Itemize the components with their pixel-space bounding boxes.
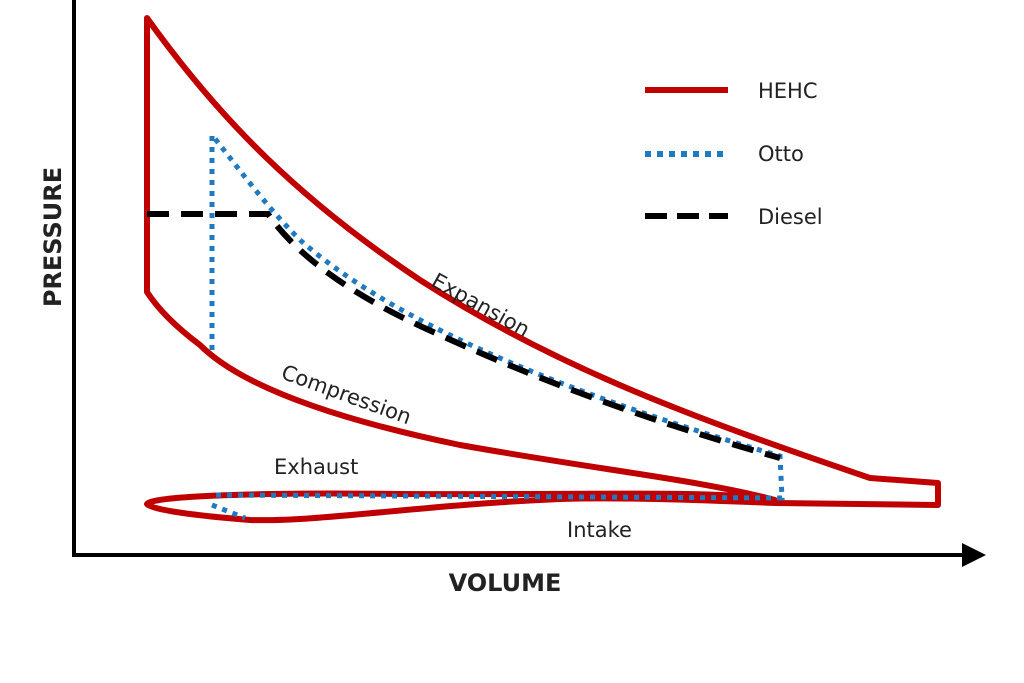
- x-axis-label: VOLUME: [449, 569, 562, 597]
- x-axis-arrow-icon: [962, 543, 986, 567]
- intake-label: Intake: [567, 518, 632, 542]
- hehc-cycle-line: [144, 15, 941, 524]
- legend-label-otto: Otto: [758, 142, 804, 166]
- diesel-cycle-line: [147, 211, 781, 461]
- expansion-label: Expansion: [428, 268, 534, 341]
- legend-label-hehc: HEHC: [758, 79, 818, 103]
- legend: HEHC Otto Diesel: [645, 79, 823, 229]
- y-axis-label: PRESSURE: [39, 167, 67, 307]
- legend-label-diesel: Diesel: [758, 205, 823, 229]
- exhaust-label: Exhaust: [274, 455, 358, 479]
